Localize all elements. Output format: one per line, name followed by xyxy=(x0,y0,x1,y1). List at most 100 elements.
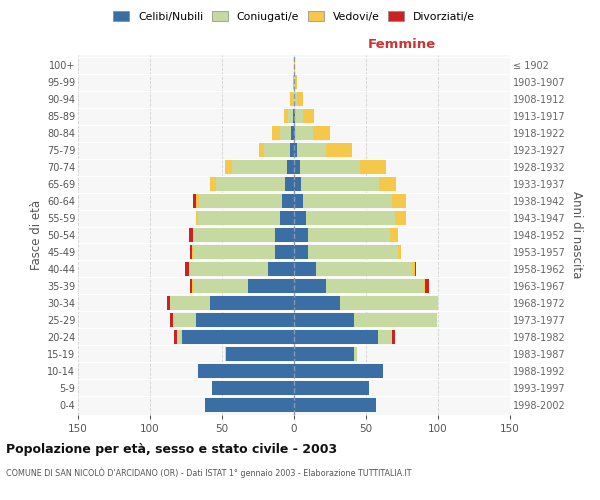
Bar xyxy=(196,313,294,327)
Bar xyxy=(302,194,392,208)
Bar xyxy=(196,211,197,225)
Bar xyxy=(294,211,305,225)
Bar xyxy=(193,228,275,242)
Bar xyxy=(360,160,386,174)
Bar xyxy=(294,296,340,310)
Bar xyxy=(280,126,291,140)
Bar xyxy=(192,279,193,293)
Bar xyxy=(193,194,196,208)
Bar xyxy=(189,228,193,242)
Bar xyxy=(264,143,290,157)
Bar xyxy=(326,143,352,157)
Bar xyxy=(193,279,248,293)
Bar xyxy=(294,109,295,123)
Bar xyxy=(377,330,392,344)
Bar xyxy=(294,126,295,140)
Bar xyxy=(288,109,293,123)
Bar xyxy=(294,75,295,89)
Bar xyxy=(173,313,196,327)
Bar xyxy=(294,313,355,327)
Bar xyxy=(392,194,406,208)
Bar xyxy=(295,109,302,123)
Y-axis label: Anni di nascita: Anni di nascita xyxy=(570,192,583,278)
Bar xyxy=(175,330,178,344)
Text: COMUNE DI SAN NICOLÒ D'ARCIDANO (OR) - Dati ISTAT 1° gennaio 2003 - Elaborazione: COMUNE DI SAN NICOLÒ D'ARCIDANO (OR) - D… xyxy=(6,468,412,478)
Bar xyxy=(300,160,360,174)
Bar xyxy=(275,245,294,259)
Bar xyxy=(185,262,189,276)
Bar xyxy=(293,75,294,89)
Bar xyxy=(415,262,416,276)
Bar xyxy=(286,177,294,191)
Bar xyxy=(272,126,280,140)
Bar xyxy=(412,262,415,276)
Bar xyxy=(425,279,430,293)
Bar xyxy=(294,177,301,191)
Bar xyxy=(308,245,398,259)
Bar xyxy=(211,296,294,310)
Bar xyxy=(297,143,326,157)
Bar xyxy=(232,160,287,174)
Bar xyxy=(379,177,396,191)
Bar xyxy=(294,330,377,344)
Text: Popolazione per età, sesso e stato civile - 2003: Popolazione per età, sesso e stato civil… xyxy=(6,442,337,456)
Bar xyxy=(248,279,294,293)
Bar xyxy=(297,92,302,106)
Bar xyxy=(424,279,425,293)
Bar xyxy=(225,160,232,174)
Text: Femmine: Femmine xyxy=(368,38,436,52)
Bar xyxy=(395,211,406,225)
Bar xyxy=(211,177,216,191)
Bar xyxy=(199,194,283,208)
Bar xyxy=(197,364,294,378)
Bar xyxy=(294,160,300,174)
Bar xyxy=(287,160,294,174)
Bar xyxy=(294,364,383,378)
Bar xyxy=(326,279,424,293)
Bar xyxy=(340,296,438,310)
Bar xyxy=(294,245,308,259)
Bar xyxy=(189,262,268,276)
Bar xyxy=(398,245,401,259)
Bar xyxy=(205,398,294,412)
Bar xyxy=(170,313,173,327)
Bar xyxy=(305,211,395,225)
Bar xyxy=(294,228,308,242)
Bar xyxy=(275,228,294,242)
Bar xyxy=(284,109,288,123)
Bar xyxy=(293,92,294,106)
Bar xyxy=(355,313,437,327)
Legend: Celibi/Nubili, Coniugati/e, Vedovi/e, Divorziati/e: Celibi/Nubili, Coniugati/e, Vedovi/e, Di… xyxy=(110,8,478,25)
Bar xyxy=(192,245,193,259)
Bar xyxy=(193,245,275,259)
Bar xyxy=(294,347,355,361)
Bar xyxy=(196,194,199,208)
Bar xyxy=(216,177,286,191)
Bar xyxy=(182,330,294,344)
Bar xyxy=(197,211,280,225)
Bar xyxy=(294,398,376,412)
Bar xyxy=(391,228,398,242)
Bar xyxy=(167,296,170,310)
Bar xyxy=(225,347,226,361)
Bar xyxy=(259,143,264,157)
Bar xyxy=(293,109,294,123)
Bar xyxy=(294,262,316,276)
Bar xyxy=(301,177,379,191)
Bar xyxy=(294,92,297,106)
Bar xyxy=(355,347,358,361)
Bar xyxy=(302,109,314,123)
Y-axis label: Fasce di età: Fasce di età xyxy=(29,200,43,270)
Bar xyxy=(294,381,369,395)
Bar xyxy=(308,228,391,242)
Bar xyxy=(291,126,294,140)
Bar xyxy=(280,211,294,225)
Bar xyxy=(392,330,395,344)
Bar xyxy=(290,92,293,106)
Bar xyxy=(283,194,294,208)
Bar xyxy=(294,194,302,208)
Bar xyxy=(295,75,297,89)
Bar xyxy=(294,143,297,157)
Bar xyxy=(178,330,182,344)
Bar xyxy=(170,296,211,310)
